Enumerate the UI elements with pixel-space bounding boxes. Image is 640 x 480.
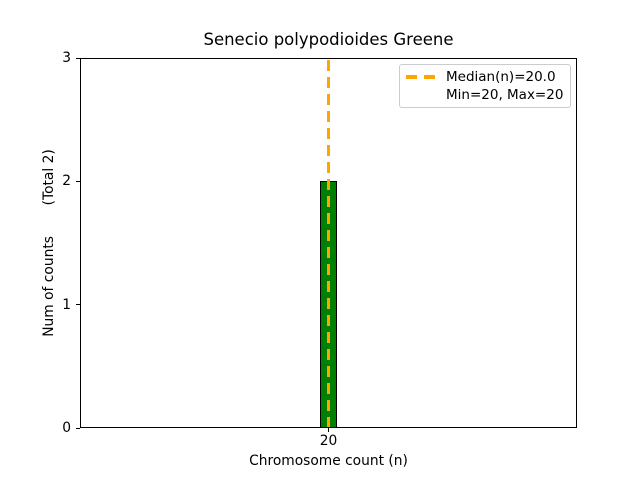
- legend-box: Median(n)=20.0 Min=20, Max=20: [399, 64, 571, 108]
- y-tick-label: 2: [62, 173, 71, 190]
- legend-entry-minmax: Min=20, Max=20: [406, 87, 564, 103]
- y-tick-label: 3: [62, 50, 71, 66]
- orange-dashed-line-icon: [406, 75, 436, 79]
- legend-label-median: Median(n)=20.0: [446, 69, 556, 85]
- x-tick-label: 20: [319, 433, 338, 449]
- x-tick-mark: [328, 428, 329, 432]
- y-tick-mark: [76, 304, 80, 306]
- legend-entry-median: Median(n)=20.0: [406, 69, 562, 85]
- y-tick-label: 0: [62, 420, 71, 436]
- chart-title: Senecio polypodioides Greene: [203, 30, 454, 49]
- median-dashed-line: [327, 60, 330, 427]
- y-axis-label-text: Num of counts (Total 2): [41, 149, 57, 337]
- y-tick-mark: [76, 427, 80, 429]
- y-tick-label: 1: [62, 296, 71, 313]
- y-tick-mark: [76, 180, 80, 182]
- y-tick-mark: [76, 57, 80, 59]
- x-axis-label: Chromosome count (n): [249, 453, 408, 469]
- legend-label-minmax: Min=20, Max=20: [446, 87, 564, 103]
- legend-handle-empty: [406, 93, 436, 97]
